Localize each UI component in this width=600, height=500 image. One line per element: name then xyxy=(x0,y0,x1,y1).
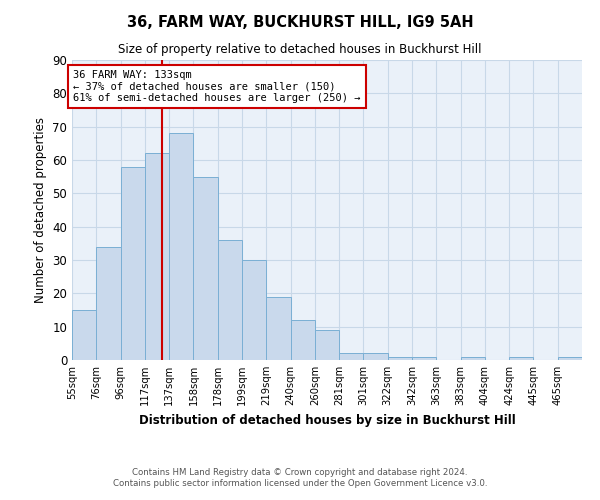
Text: Size of property relative to detached houses in Buckhurst Hill: Size of property relative to detached ho… xyxy=(118,42,482,56)
Bar xyxy=(290,320,315,360)
Bar xyxy=(96,246,121,360)
Y-axis label: Number of detached properties: Number of detached properties xyxy=(34,117,47,303)
Bar xyxy=(461,356,485,360)
Bar xyxy=(412,356,436,360)
Text: 36, FARM WAY, BUCKHURST HILL, IG9 5AH: 36, FARM WAY, BUCKHURST HILL, IG9 5AH xyxy=(127,15,473,30)
Bar xyxy=(315,330,339,360)
Bar xyxy=(388,356,412,360)
X-axis label: Distribution of detached houses by size in Buckhurst Hill: Distribution of detached houses by size … xyxy=(139,414,515,426)
Bar xyxy=(558,356,582,360)
Bar xyxy=(121,166,145,360)
Bar xyxy=(72,310,96,360)
Bar xyxy=(266,296,290,360)
Bar xyxy=(242,260,266,360)
Bar xyxy=(218,240,242,360)
Bar xyxy=(193,176,218,360)
Bar xyxy=(339,354,364,360)
Bar xyxy=(364,354,388,360)
Bar xyxy=(509,356,533,360)
Bar xyxy=(169,134,193,360)
Text: 36 FARM WAY: 133sqm
← 37% of detached houses are smaller (150)
61% of semi-detac: 36 FARM WAY: 133sqm ← 37% of detached ho… xyxy=(73,70,361,103)
Text: Contains HM Land Registry data © Crown copyright and database right 2024.
Contai: Contains HM Land Registry data © Crown c… xyxy=(113,468,487,487)
Bar xyxy=(145,154,169,360)
